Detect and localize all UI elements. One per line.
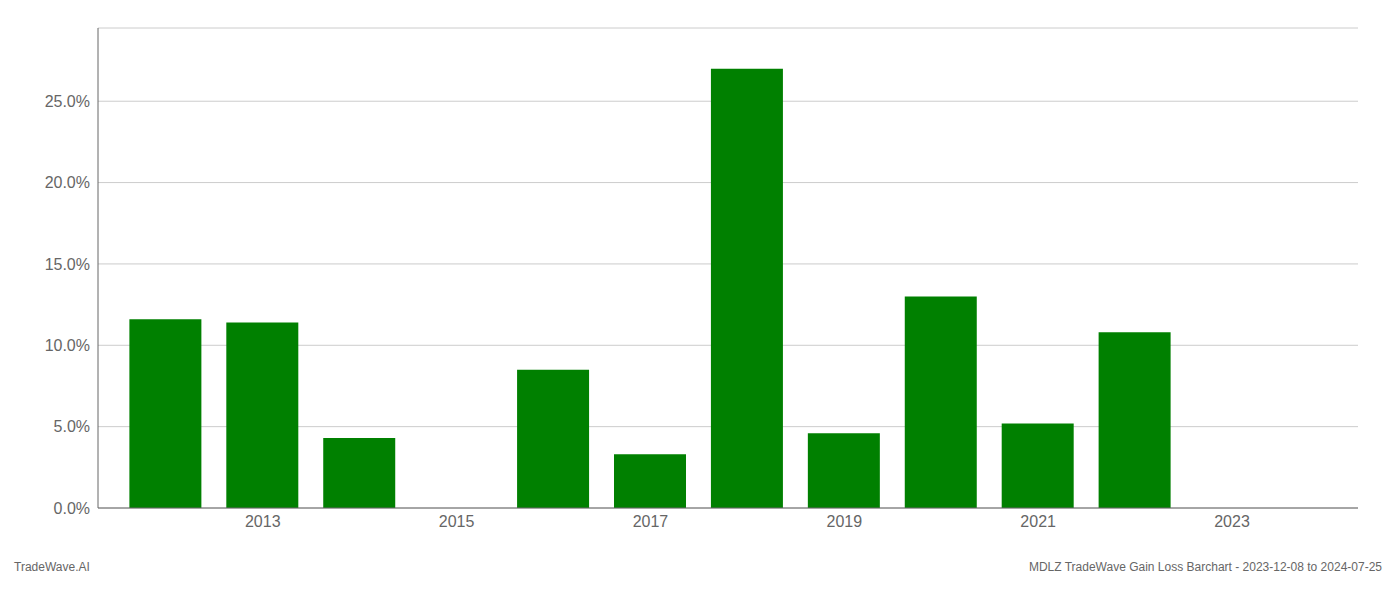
svg-text:2023: 2023 (1214, 513, 1250, 530)
svg-text:15.0%: 15.0% (45, 256, 90, 273)
svg-text:5.0%: 5.0% (54, 418, 90, 435)
svg-text:2019: 2019 (827, 513, 863, 530)
svg-text:2017: 2017 (633, 513, 669, 530)
svg-text:2013: 2013 (245, 513, 281, 530)
html-text:TradeWave.AI: TradeWave.AI (14, 560, 90, 574)
svg-text:0.0%: 0.0% (54, 500, 90, 517)
svg-text:20.0%: 20.0% (45, 174, 90, 191)
svg-text:25.0%: 25.0% (45, 93, 90, 110)
svg-text:2015: 2015 (439, 513, 475, 530)
html-text:MDLZ TradeWave Gain Loss Barch: MDLZ TradeWave Gain Loss Barchart - 2023… (1028, 560, 1382, 574)
svg-text:10.0%: 10.0% (45, 337, 90, 354)
svg-text:2021: 2021 (1020, 513, 1056, 530)
